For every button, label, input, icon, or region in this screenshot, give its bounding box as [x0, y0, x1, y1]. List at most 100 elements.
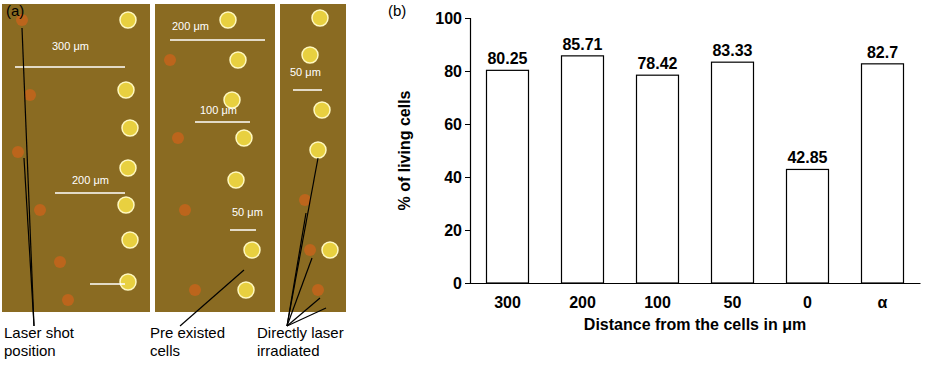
scale-bar: [55, 192, 125, 194]
tick-mark: [465, 283, 470, 284]
tick-label: 50: [724, 294, 742, 311]
tick: 0: [803, 283, 812, 311]
laser-spot: [312, 284, 324, 296]
panel-label: (a): [6, 2, 24, 19]
tick-label: 20: [444, 222, 462, 239]
tick: 20: [444, 222, 470, 239]
cell: [236, 130, 252, 146]
tick-label: 100: [644, 294, 671, 311]
cell: [228, 172, 244, 188]
annotation-line: Pre existed: [150, 324, 225, 341]
scale-bar: [293, 89, 322, 91]
photo-panel: 300 μm200 μm200 μm100 μm50 μm50 μmLaser …: [2, 4, 346, 359]
scale-label: 50 μm: [290, 66, 321, 78]
cell: [122, 232, 138, 248]
bars: [487, 56, 904, 283]
annotation-line: position: [4, 342, 56, 359]
tick: 200: [569, 283, 596, 311]
annotation: Laser shotposition: [4, 324, 75, 359]
tick-mark: [465, 230, 470, 231]
laser-spot: [62, 294, 74, 306]
cell: [238, 282, 254, 298]
annotation-line: Directly laser: [257, 324, 344, 341]
annotation-line: Laser shot: [4, 324, 75, 341]
data-label: 78.42: [637, 55, 677, 72]
photo-frame: [155, 4, 275, 312]
laser-spot: [164, 54, 176, 66]
axis-line: [471, 283, 921, 284]
data-label: 80.25: [487, 50, 527, 67]
tick: 100: [435, 10, 470, 27]
tick-label: 100: [435, 10, 462, 27]
annotation: Pre existedcells: [150, 324, 225, 359]
cell: [314, 102, 330, 118]
data-label: 42.85: [787, 149, 827, 166]
tick-label: α: [878, 294, 888, 311]
axis-line: [465, 19, 471, 284]
tick-label: 300: [494, 294, 521, 311]
annotation-line: irradiated: [257, 342, 320, 359]
cell: [118, 82, 134, 98]
laser-spot: [172, 132, 184, 144]
tick-label: 60: [444, 116, 462, 133]
laser-spot: [189, 284, 201, 296]
data-label: 82.7: [867, 44, 898, 61]
tick: 80: [444, 63, 470, 80]
photo-frame: [280, 4, 346, 312]
tick-label: 0: [803, 294, 812, 311]
bar-chart: 80.25 85.71 78.42 83.33 42.85 82.7 0 20 40 60 80 10…: [396, 10, 921, 333]
bar: [712, 62, 754, 283]
cell: [230, 52, 246, 68]
x-axis-title: Distance from the cells in μm: [584, 316, 806, 333]
tick-label: 80: [444, 63, 462, 80]
bar: [787, 169, 829, 283]
tick: 100: [644, 283, 671, 311]
data-label: 85.71: [562, 36, 602, 53]
cell: [220, 12, 236, 28]
laser-spot: [54, 256, 66, 268]
bar: [487, 70, 529, 283]
tick-label: 0: [453, 275, 462, 292]
y-axis: 0 20 40 60 80 100: [435, 10, 470, 292]
tick: 60: [444, 116, 470, 133]
panel-label: (b): [388, 2, 406, 19]
cell: [118, 197, 134, 213]
tick-label: 40: [444, 169, 462, 186]
cell: [244, 242, 260, 258]
scale-bar: [15, 66, 125, 68]
scale-bar: [90, 283, 125, 285]
cell: [120, 12, 136, 28]
cell: [302, 47, 318, 63]
tick: α: [878, 283, 888, 311]
tick: 0: [453, 275, 470, 292]
tick: 50: [724, 283, 742, 311]
annotation: Directly laserirradiated: [257, 324, 344, 359]
y-axis-title: % of living cells: [396, 90, 413, 210]
tick-mark: [465, 177, 470, 178]
laser-spot: [304, 244, 316, 256]
figure: 300 μm200 μm200 μm100 μm50 μm50 μmLaser …: [0, 0, 932, 371]
scale-bar: [170, 39, 265, 41]
data-label: 83.33: [712, 42, 752, 59]
laser-spot: [179, 204, 191, 216]
cell: [120, 160, 136, 176]
scale-bar: [195, 121, 250, 123]
cell: [122, 120, 138, 136]
tick: 300: [494, 283, 521, 311]
tick-mark: [465, 124, 470, 125]
annotation-line: cells: [150, 342, 180, 359]
laser-spot: [12, 146, 24, 158]
tick-mark: [465, 18, 470, 19]
cell: [322, 242, 338, 258]
tick-label: 200: [569, 294, 596, 311]
annotation-arrow: [180, 270, 244, 326]
cell: [120, 274, 136, 290]
cell: [310, 142, 326, 158]
bar: [562, 56, 604, 283]
x-axis: 300 200 100 50 0 α: [471, 283, 921, 311]
annotation-arrow: [22, 28, 34, 326]
annotation-arrow: [287, 213, 306, 326]
bar: [862, 64, 904, 283]
annotation-arrow: [287, 158, 318, 326]
scale-label: 50 μm: [232, 206, 263, 218]
